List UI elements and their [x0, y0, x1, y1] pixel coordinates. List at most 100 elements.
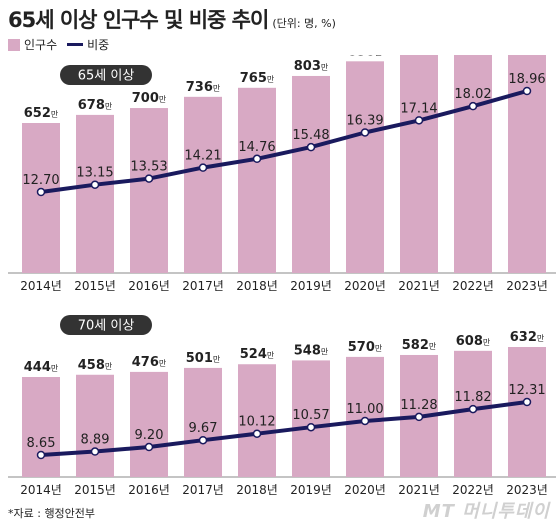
- line-point-8: [468, 404, 478, 414]
- x-tick-label-8: 2022년: [452, 483, 494, 497]
- bar-value-label-2: 476만: [132, 355, 167, 370]
- chart-65plus: 65세 이상 652만 2014년 678만 2015년 700만 2016년 736만 201…: [8, 55, 556, 293]
- bar-2: [130, 371, 168, 477]
- legend: 인구수 비중: [8, 36, 109, 53]
- line-value-label-7: 11.28: [400, 398, 437, 413]
- x-tick-label-0: 2014년: [20, 279, 62, 293]
- x-tick-label-9: 2023년: [506, 279, 548, 293]
- bar-7: [400, 55, 438, 273]
- bar-value-label-2: 700만: [132, 91, 167, 106]
- line-point-9: [522, 397, 532, 407]
- bar-4: [238, 87, 276, 273]
- x-tick-label-6: 2020년: [344, 483, 386, 497]
- x-tick-label-3: 2017년: [182, 279, 224, 293]
- x-tick-label-9: 2023년: [506, 483, 548, 497]
- line-value-label-0: 8.65: [27, 436, 56, 451]
- line-value-label-0: 12.70: [22, 173, 59, 188]
- bar-1: [76, 114, 114, 273]
- watermark-logo: MT 머니투데이: [422, 501, 550, 522]
- line-point-1: [90, 447, 100, 456]
- x-tick-label-6: 2020년: [344, 279, 386, 293]
- title-text: 65세 이상 인구수 및 비중 추이: [8, 8, 269, 32]
- source-note: *자료 : 행정안전부: [8, 507, 96, 520]
- chart-title: 65세 이상 인구수 및 비중 추이 (단위: 명, %): [8, 4, 336, 34]
- line-value-label-8: 11.82: [454, 390, 491, 405]
- x-tick-label-7: 2021년: [398, 483, 440, 497]
- bar-9: [508, 347, 546, 477]
- line-point-5: [306, 422, 316, 432]
- bar-value-label-6: 570만: [348, 340, 383, 355]
- bar-value-label-3: 501만: [186, 351, 221, 366]
- bar-5: [292, 75, 330, 273]
- bar-2: [130, 108, 168, 274]
- section-label-bg: [60, 65, 152, 85]
- bar-value-label-5: 803만: [294, 59, 329, 74]
- chart-70plus: 70세 이상 444만 2014년 458만 2015년 476만 2016년 501만 201…: [8, 315, 556, 497]
- bar-5: [292, 360, 330, 477]
- unit-text: (단위: 명, %): [272, 17, 336, 30]
- x-tick-label-3: 2017년: [182, 483, 224, 497]
- line-value-label-2: 9.20: [135, 428, 164, 443]
- x-tick-label-2: 2016년: [128, 279, 170, 293]
- bar-value-label-6: 850만: [348, 55, 383, 59]
- line-value-label-8: 18.02: [454, 87, 491, 102]
- section-label: 70세 이상: [78, 319, 135, 334]
- line-point-3: [198, 435, 208, 445]
- x-tick-label-7: 2021년: [398, 279, 440, 293]
- line-value-label-3: 9.67: [189, 421, 218, 436]
- bar-value-label-4: 524만: [240, 347, 275, 362]
- line-value-label-1: 8.89: [81, 433, 110, 448]
- line-point-2: [144, 174, 154, 183]
- bar-8: [454, 350, 492, 477]
- bar-value-label-0: 444만: [24, 360, 59, 375]
- x-tick-label-0: 2014년: [20, 483, 62, 497]
- x-tick-label-1: 2015년: [74, 279, 116, 293]
- bar-value-label-1: 678만: [78, 98, 113, 113]
- line-point-9: [522, 86, 532, 96]
- x-tick-label-8: 2022년: [452, 279, 494, 293]
- series-line: [40, 89, 528, 194]
- line-point-0: [36, 187, 46, 197]
- x-tick-label-2: 2016년: [128, 483, 170, 497]
- legend-bar-swatch: [8, 38, 20, 51]
- line-point-7: [414, 116, 424, 125]
- line-value-label-5: 10.57: [292, 408, 329, 423]
- bar-0: [22, 377, 60, 477]
- bar-6: [346, 61, 384, 274]
- section-label-bg: [60, 315, 152, 335]
- line-point-5: [306, 142, 316, 152]
- line-value-label-5: 15.48: [292, 128, 329, 143]
- line-value-label-9: 18.96: [508, 72, 545, 87]
- series-line: [40, 400, 528, 457]
- line-value-label-3: 14.21: [184, 149, 221, 164]
- bar-value-label-4: 765만: [240, 71, 275, 86]
- line-point-1: [90, 180, 100, 189]
- legend-bar-label: 인구수: [24, 38, 58, 52]
- line-value-label-2: 13.53: [130, 160, 167, 175]
- line-value-label-1: 13.15: [76, 166, 113, 181]
- line-point-6: [360, 416, 370, 426]
- bar-value-label-7: 582만: [402, 338, 437, 353]
- bar-3: [184, 96, 222, 273]
- line-value-label-4: 10.12: [238, 415, 275, 430]
- x-tick-label-5: 2019년: [290, 279, 332, 293]
- bar-1: [76, 374, 114, 477]
- x-tick-label-4: 2018년: [236, 279, 278, 293]
- line-point-2: [144, 442, 154, 452]
- legend-line-swatch: [67, 43, 84, 46]
- line-value-label-6: 11.00: [346, 402, 383, 417]
- x-tick-label-4: 2018년: [236, 483, 278, 497]
- bar-4: [238, 364, 276, 477]
- bar-value-label-8: 608만: [456, 334, 491, 349]
- legend-line-label: 비중: [87, 38, 110, 52]
- line-point-4: [252, 154, 262, 164]
- bar-value-label-0: 652만: [24, 106, 59, 121]
- line-point-3: [198, 163, 208, 172]
- line-point-6: [360, 128, 370, 137]
- line-point-7: [414, 412, 424, 422]
- line-value-label-9: 12.31: [508, 383, 545, 398]
- bar-value-label-1: 458만: [78, 358, 113, 373]
- bar-value-label-5: 548만: [294, 343, 329, 358]
- x-tick-label-5: 2019년: [290, 483, 332, 497]
- line-value-label-6: 16.39: [346, 113, 383, 128]
